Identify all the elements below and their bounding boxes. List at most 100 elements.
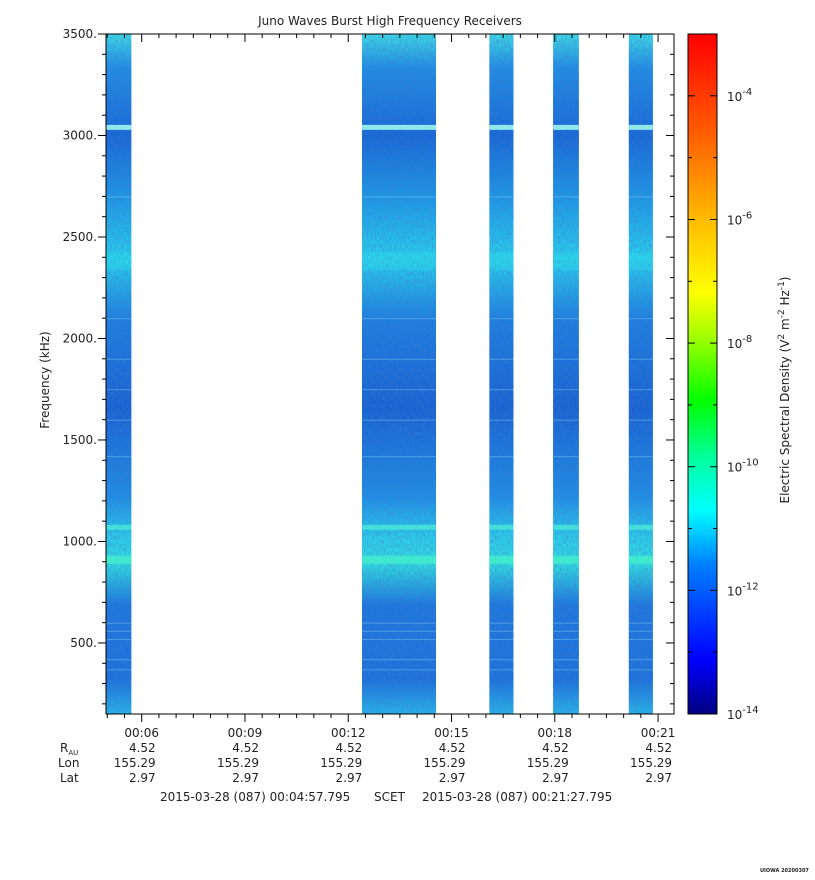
colorbar-label-main: Electric Spectral Density (V [778,339,792,504]
colorbar-label-sup-1: 2 [777,334,787,340]
y-tick-label: 1000. [63,534,97,548]
data-block-2 [489,34,514,714]
data-block-4 [628,34,653,714]
interference-line [489,638,514,640]
interference-line [553,196,579,198]
interference-line [489,419,514,421]
interference-line [106,622,132,624]
ephemeris-lon-value: 155.29 [630,756,672,770]
ephemeris-r-value: 4.52 [232,741,259,755]
interference-line [362,196,437,198]
colorbar-tick-label: 10-10 [727,458,759,475]
y-tick-label: 3000. [63,128,97,142]
block-noise [106,34,132,714]
emission-band [628,124,653,130]
interference-line [106,659,132,661]
colorbar-tick-label: 10-8 [727,334,752,351]
emission-band [106,124,132,130]
ephemeris-r-value: 4.52 [645,741,672,755]
ephemeris-r-value: 4.52 [542,741,569,755]
ephemeris-label-r-sub: AU [68,749,78,757]
interference-line [489,622,514,624]
interference-line [553,358,579,360]
emission-band [628,252,653,271]
interference-line [628,456,653,458]
interference-line [362,419,437,421]
ephemeris-r-value: 4.52 [336,741,363,755]
colorbar-label-part-3: Hz [778,290,792,309]
interference-line [489,196,514,198]
emission-band [489,124,514,130]
ephemeris-lon-value: 155.29 [217,756,259,770]
interference-line [106,318,132,320]
interference-line [553,630,579,632]
colorbar-tick-label: 10-4 [727,87,752,104]
interference-line [106,358,132,360]
emission-band [553,252,579,271]
emission-band [628,555,653,564]
y-tick-label: 500. [70,636,97,650]
ephemeris-r-value: 4.52 [439,741,466,755]
interference-line [489,630,514,632]
interference-line [362,318,437,320]
ephemeris-lon-value: 155.29 [424,756,466,770]
interference-line [628,638,653,640]
interference-line [489,669,514,671]
emission-band [553,124,579,130]
block-noise [628,34,653,714]
time-range-label: SCET [374,790,406,804]
data-block-1 [362,34,437,714]
interference-line [553,622,579,624]
interference-line [628,622,653,624]
emission-band [489,252,514,271]
time-range-start: 2015-03-28 (087) 00:04:57.795 [160,790,350,804]
colorbar-axis: 10-14 10-12 10-10 10-8 10-6 10-4 [688,33,759,722]
interference-line [628,389,653,391]
interference-line [106,669,132,671]
x-tick-label: 00:18 [537,726,572,740]
interference-line [553,389,579,391]
x-tick-label: 00:06 [124,726,159,740]
emission-band [362,124,437,130]
emission-band [106,252,132,271]
interference-line [553,638,579,640]
y-tick-label: 2000. [63,331,97,345]
emission-band [362,524,437,530]
interference-line [628,419,653,421]
colorbar-tick-label: 10-6 [727,210,752,227]
y-tick-label: 3500. [63,27,97,41]
ephemeris-lat-value: 2.97 [645,771,672,785]
interference-line [553,456,579,458]
colorbar-label-end: ) [778,276,792,281]
x-axis: 00:06 00:09 00:12 00:15 00:18 00:21 [106,34,675,740]
ephemeris-lat-value: 2.97 [129,771,156,785]
chart-title: Juno Waves Burst High Frequency Receiver… [257,14,522,28]
interference-line [553,659,579,661]
x-tick-label: 00:15 [434,726,469,740]
data-block-3 [553,34,579,714]
interference-line [106,630,132,632]
interference-line [553,669,579,671]
ephemeris-lon-value: 155.29 [114,756,156,770]
interference-line [628,669,653,671]
ephemeris-lon-value: 155.29 [527,756,569,770]
interference-line [489,456,514,458]
interference-line [362,669,437,671]
ephemeris-lat-value: 2.97 [542,771,569,785]
ephemeris-lon-value: 155.29 [320,756,362,770]
ephemeris-label-lon: Lon [58,756,79,770]
stamp: UIOWA 20200307 [760,868,809,874]
interference-line [362,622,437,624]
interference-line [489,659,514,661]
data-block-0 [106,34,132,714]
emission-band [362,555,437,564]
block-noise [362,34,437,714]
x-tick-label: 00:09 [228,726,263,740]
interference-line [553,318,579,320]
interference-line [489,389,514,391]
interference-line [553,419,579,421]
emission-band [362,252,437,271]
x-tick-label: 00:12 [331,726,366,740]
interference-line [106,638,132,640]
